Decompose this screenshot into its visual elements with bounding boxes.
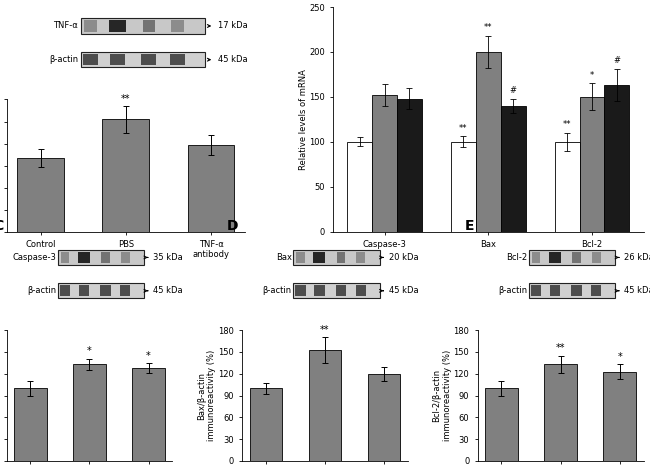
Bar — [109, 21, 127, 31]
Bar — [397, 99, 422, 232]
Bar — [572, 252, 581, 263]
Bar — [60, 252, 69, 263]
Bar — [531, 285, 541, 296]
Text: 45 kDa: 45 kDa — [389, 286, 419, 295]
Text: β-actin: β-actin — [263, 286, 292, 295]
Bar — [591, 285, 601, 296]
Bar — [101, 252, 110, 263]
Bar — [84, 21, 97, 31]
Bar — [133, 368, 165, 461]
Y-axis label: Bcl-2/β-actin
immunoreactivity (%): Bcl-2/β-actin immunoreactivity (%) — [433, 350, 452, 441]
Text: 45 kDa: 45 kDa — [218, 55, 248, 64]
Bar — [120, 285, 131, 296]
Text: *: * — [590, 71, 594, 80]
Bar — [294, 250, 380, 265]
Text: 17 kDa: 17 kDa — [218, 22, 248, 30]
Bar — [544, 365, 577, 461]
Bar — [81, 52, 205, 67]
Bar — [296, 252, 305, 263]
Bar — [58, 283, 144, 299]
Bar — [313, 252, 326, 263]
Bar — [171, 21, 183, 31]
Bar — [368, 374, 400, 461]
Text: #: # — [614, 57, 621, 66]
Text: 45 kDa: 45 kDa — [625, 286, 650, 295]
Text: β-actin: β-actin — [27, 286, 57, 295]
Text: 20 kDa: 20 kDa — [389, 253, 419, 262]
Bar — [529, 250, 616, 265]
Bar — [476, 52, 501, 232]
Bar — [485, 388, 517, 461]
Text: **: ** — [121, 94, 131, 104]
Bar — [81, 18, 205, 34]
Bar — [571, 285, 582, 296]
Bar — [100, 285, 110, 296]
Bar — [356, 285, 366, 296]
Bar — [309, 350, 341, 461]
Bar — [78, 252, 90, 263]
Bar — [532, 252, 540, 263]
Text: 45 kDa: 45 kDa — [153, 286, 183, 295]
Text: Bcl-2: Bcl-2 — [506, 253, 527, 262]
Bar — [121, 252, 129, 263]
Text: D: D — [227, 219, 239, 233]
Bar — [58, 250, 144, 265]
Text: β-actin: β-actin — [499, 286, 527, 295]
Bar — [336, 285, 346, 296]
Bar — [170, 54, 185, 65]
Text: 35 kDa: 35 kDa — [153, 253, 183, 262]
Text: **: ** — [556, 344, 566, 353]
Text: **: ** — [563, 120, 571, 129]
Text: Caspase-3: Caspase-3 — [12, 253, 57, 262]
Bar — [188, 145, 235, 232]
Text: #: # — [510, 86, 517, 95]
Bar — [549, 252, 561, 263]
Text: **: ** — [459, 124, 467, 133]
Bar — [250, 388, 282, 461]
Bar — [550, 285, 560, 296]
Bar — [294, 283, 380, 299]
Text: TNF-α: TNF-α — [53, 22, 78, 30]
Bar — [337, 252, 345, 263]
Y-axis label: Bax/β-actin
immunoreactivity (%): Bax/β-actin immunoreactivity (%) — [197, 350, 216, 441]
Bar — [83, 54, 98, 65]
Bar — [18, 158, 64, 232]
Bar — [295, 285, 306, 296]
Text: *: * — [87, 346, 92, 356]
Text: **: ** — [320, 324, 330, 335]
Bar — [356, 252, 365, 263]
Bar — [141, 54, 156, 65]
Bar — [142, 21, 155, 31]
Text: C: C — [0, 219, 3, 233]
Bar — [592, 252, 601, 263]
Bar — [314, 285, 324, 296]
Text: *: * — [618, 352, 622, 362]
Bar — [372, 95, 397, 232]
Bar — [529, 283, 616, 299]
Bar — [60, 285, 70, 296]
Bar — [347, 142, 372, 232]
Text: *: * — [146, 351, 151, 361]
Bar — [14, 388, 47, 461]
Bar — [111, 54, 125, 65]
Text: A: A — [0, 0, 2, 1]
Bar — [79, 285, 89, 296]
Text: **: ** — [484, 23, 493, 32]
Text: 26 kDa: 26 kDa — [625, 253, 650, 262]
Bar — [73, 365, 106, 461]
Bar — [604, 85, 629, 232]
Text: β-actin: β-actin — [49, 55, 78, 64]
Bar — [554, 142, 580, 232]
Bar — [580, 97, 604, 232]
Bar — [603, 372, 636, 461]
Y-axis label: Relative levels of mRNA: Relative levels of mRNA — [298, 69, 307, 170]
Bar — [500, 106, 526, 232]
Bar — [103, 119, 150, 232]
Bar — [451, 142, 476, 232]
Text: E: E — [465, 219, 474, 233]
Text: Bax: Bax — [276, 253, 292, 262]
